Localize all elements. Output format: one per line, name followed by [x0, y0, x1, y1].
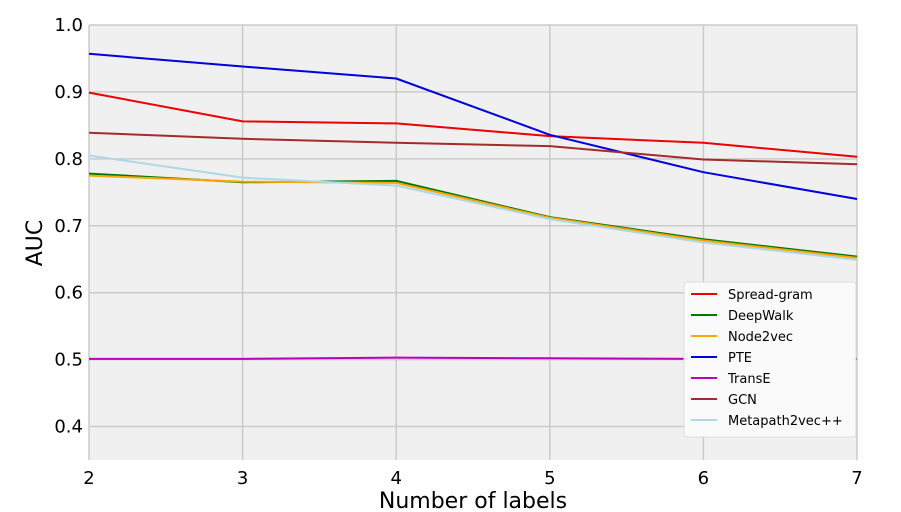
legend-label: TransE — [727, 372, 771, 387]
x-tick-label: 4 — [390, 468, 401, 489]
y-tick-label: 0.8 — [54, 149, 83, 170]
y-tick-label: 0.7 — [54, 216, 83, 237]
tick-labels: 2 3 4 5 6 7 0.4 0.5 0.6 0.7 0.8 0.9 1.0 — [54, 15, 862, 489]
legend-label: PTE — [728, 351, 752, 366]
series-line-node2vec — [88, 174, 858, 259]
x-tick-label: 3 — [237, 468, 248, 489]
series-line-gcn — [88, 131, 858, 166]
y-tick-label: 0.4 — [54, 417, 83, 438]
series-line-pte — [88, 52, 858, 200]
series-line-spread-gram — [88, 91, 858, 158]
x-tick-label: 5 — [544, 468, 555, 489]
y-tick-label: 0.5 — [54, 350, 83, 371]
legend-label: DeepWalk — [728, 309, 794, 324]
x-tick-label: 7 — [851, 468, 862, 489]
series-lines — [88, 52, 858, 360]
legend-box — [683, 281, 857, 438]
legend-label: Metapath2vec++ — [728, 414, 843, 429]
x-axis-title: Number of labels — [379, 489, 567, 512]
y-tick-label: 1.0 — [54, 15, 83, 36]
y-tick-label: 0.9 — [54, 82, 83, 103]
x-tick-label: 2 — [83, 468, 94, 489]
legend-label: Spread-gram — [728, 288, 813, 303]
legend-label: Node2vec — [728, 330, 793, 345]
legend-label: GCN — [728, 393, 757, 408]
series-line-metapath2vec- — [88, 154, 858, 261]
y-tick-label: 0.6 — [54, 283, 83, 304]
legend: Spread-gram DeepWalk Node2vec PTE TransE GCN M… — [683, 281, 857, 438]
x-tick-label: 6 — [698, 468, 709, 489]
y-axis-title: AUC — [23, 220, 48, 267]
